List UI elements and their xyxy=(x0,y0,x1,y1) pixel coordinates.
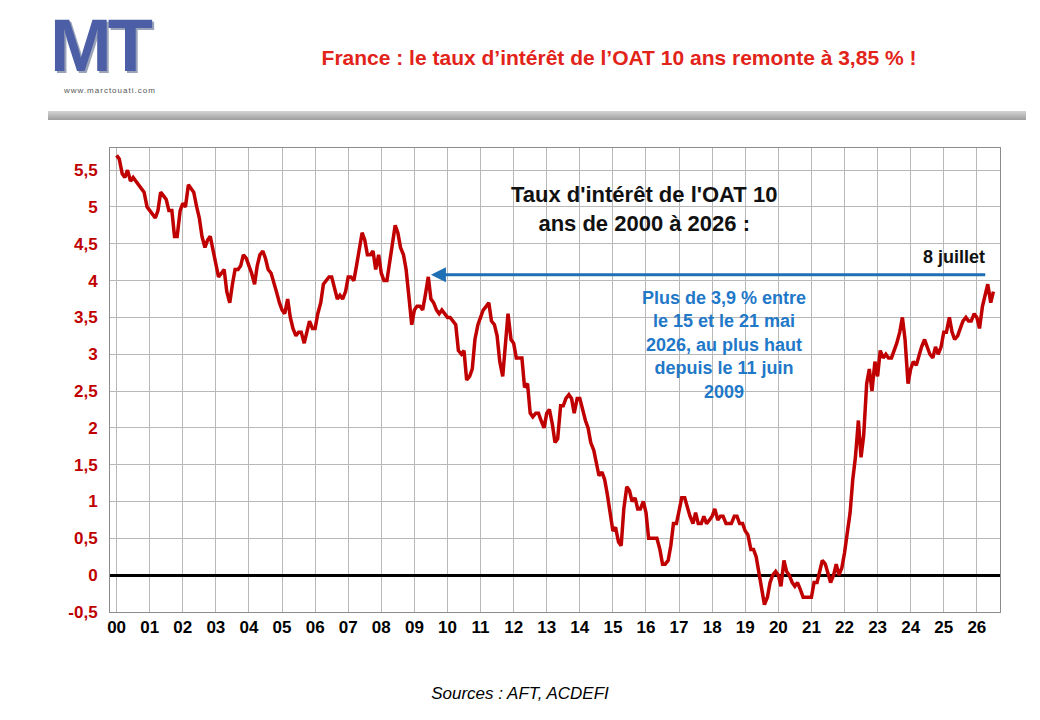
html-text:www.marctouati.com: www.marctouati.com xyxy=(64,86,156,95)
svg-text:09: 09 xyxy=(405,618,424,637)
svg-text:19: 19 xyxy=(736,618,755,637)
svg-text:-0,5: -0,5 xyxy=(68,603,97,622)
svg-text:0: 0 xyxy=(88,566,97,585)
svg-text:21: 21 xyxy=(802,618,821,637)
svg-text:13: 13 xyxy=(537,618,556,637)
svg-text:1: 1 xyxy=(88,492,97,511)
svg-text:Plus de 3,9 % entrele 15 et le: Plus de 3,9 % entrele 15 et le 21 mai202… xyxy=(642,288,806,402)
svg-text:4: 4 xyxy=(88,272,98,291)
svg-text:8 juillet: 8 juillet xyxy=(923,247,985,267)
svg-text:2: 2 xyxy=(88,419,97,438)
svg-text:5,5: 5,5 xyxy=(74,161,98,180)
svg-text:07: 07 xyxy=(339,618,358,637)
svg-text:5: 5 xyxy=(88,198,97,217)
svg-text:12: 12 xyxy=(504,618,523,637)
svg-text:23: 23 xyxy=(868,618,887,637)
svg-text:4,5: 4,5 xyxy=(74,235,98,254)
svg-text:02: 02 xyxy=(173,618,192,637)
svg-text:0,5: 0,5 xyxy=(74,529,98,548)
svg-text:11: 11 xyxy=(472,618,490,637)
svg-text:25: 25 xyxy=(934,618,953,637)
svg-text:17: 17 xyxy=(670,618,689,637)
html-text:MT: MT xyxy=(50,4,149,87)
html-text:France : le taux d’intérêt de: France : le taux d’intérêt de l’OAT 10 a… xyxy=(321,46,917,69)
svg-text:15: 15 xyxy=(603,618,622,637)
svg-text:2,5: 2,5 xyxy=(74,382,98,401)
svg-text:1,5: 1,5 xyxy=(74,456,98,475)
svg-text:22: 22 xyxy=(835,618,854,637)
svg-text:16: 16 xyxy=(637,618,656,637)
svg-text:00: 00 xyxy=(107,618,126,637)
svg-text:Taux d'intérêt de l'OAT 10ans: Taux d'intérêt de l'OAT 10ans de 2000 à … xyxy=(511,182,777,236)
svg-text:3: 3 xyxy=(88,345,97,364)
svg-text:01: 01 xyxy=(140,618,159,637)
html-text:Sources : AFT, ACDEFI: Sources : AFT, ACDEFI xyxy=(431,684,609,703)
svg-text:14: 14 xyxy=(570,618,589,637)
svg-text:20: 20 xyxy=(769,618,788,637)
svg-text:06: 06 xyxy=(306,618,325,637)
svg-text:05: 05 xyxy=(273,618,292,637)
svg-text:03: 03 xyxy=(206,618,225,637)
svg-text:10: 10 xyxy=(438,618,457,637)
svg-text:18: 18 xyxy=(703,618,722,637)
svg-text:08: 08 xyxy=(372,618,391,637)
svg-text:04: 04 xyxy=(239,618,258,637)
svg-text:24: 24 xyxy=(901,618,920,637)
svg-text:3,5: 3,5 xyxy=(74,308,98,327)
svg-text:26: 26 xyxy=(967,618,986,637)
